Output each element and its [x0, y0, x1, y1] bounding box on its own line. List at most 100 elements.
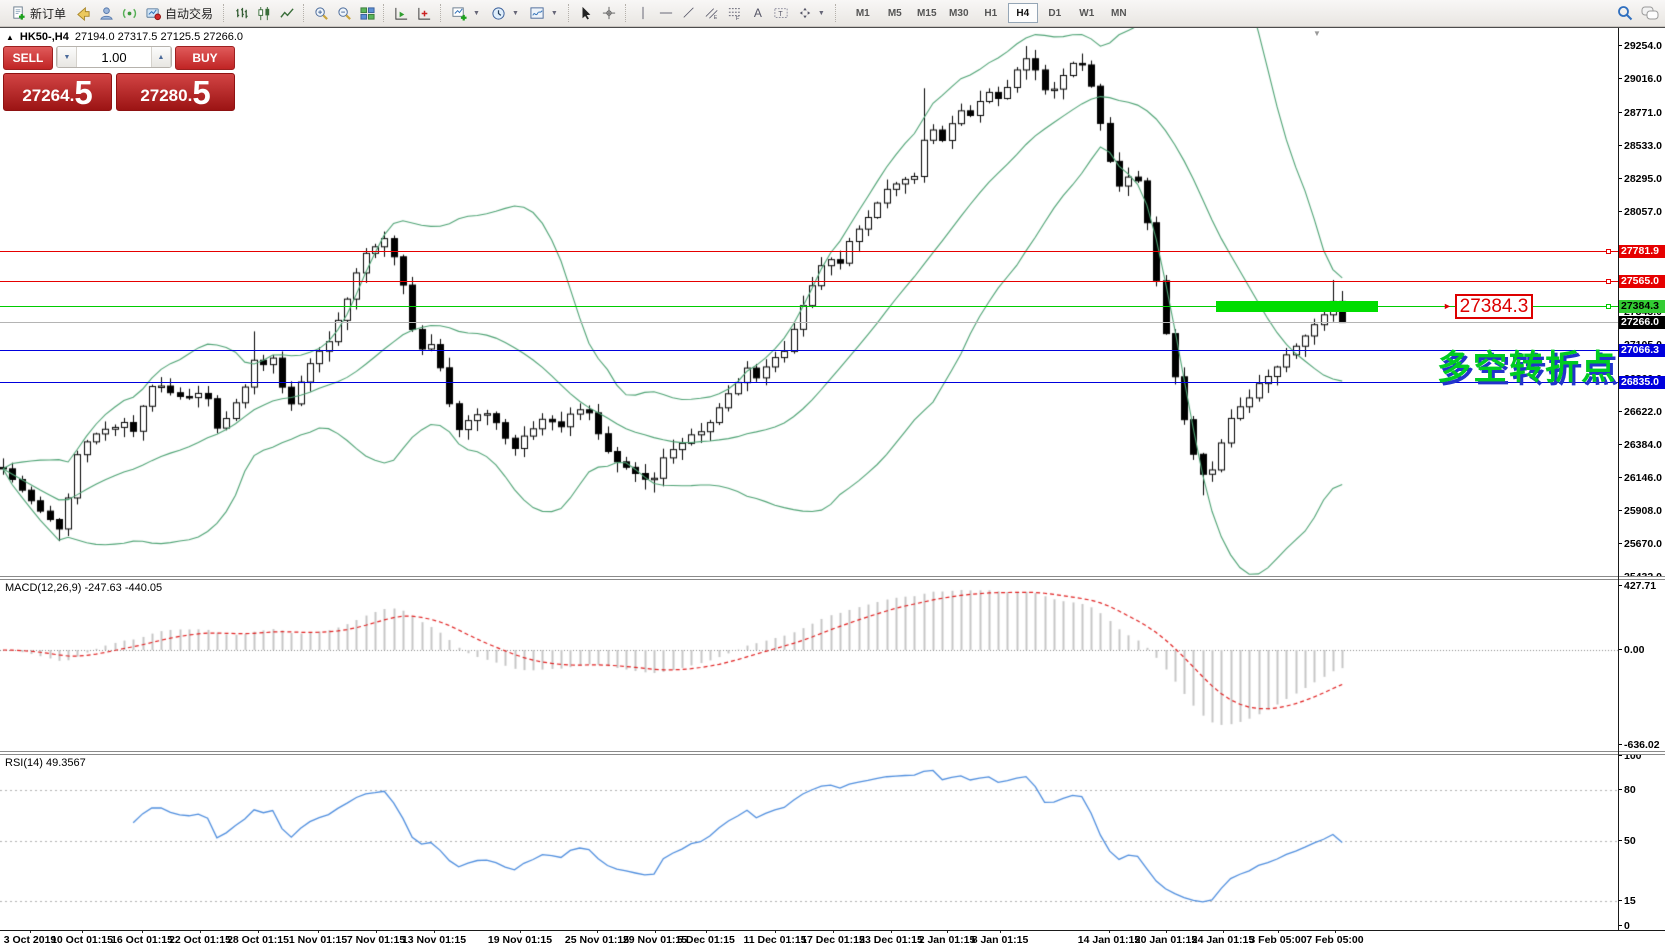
timeframe-button-MN[interactable]: MN	[1111, 7, 1127, 19]
timeframe-button-M30[interactable]: M30	[949, 7, 969, 19]
arrows-button[interactable]: ▼	[793, 2, 830, 24]
trendline-button[interactable]	[678, 2, 700, 24]
chart-shift-marker-icon[interactable]: ▼	[1313, 29, 1321, 38]
equidistant-channel-button[interactable]: E	[701, 2, 723, 24]
volume-field[interactable]: 1.00	[101, 49, 127, 65]
macd-panel[interactable]	[0, 580, 1618, 750]
price-axis-tick: 27343.0	[1618, 306, 1662, 318]
toolbar-separator	[303, 4, 305, 22]
text-label-button[interactable]: T	[770, 2, 792, 24]
buy-price-panel[interactable]: 27280. 5	[116, 73, 235, 111]
buy-button[interactable]: BUY	[175, 46, 235, 70]
timeframe-button-H4[interactable]: H4	[1007, 3, 1038, 23]
time-axis-label: 11 Dec 01:15	[743, 934, 807, 946]
auto-scroll-icon	[394, 7, 407, 20]
line-chart-icon	[279, 7, 294, 18]
timeframe-button-H1[interactable]: H1	[984, 7, 998, 19]
zoom-out-button[interactable]	[333, 2, 355, 24]
time-axis-label: 3 Feb 05:00	[1249, 934, 1307, 946]
sell-price-panel[interactable]: 27264. 5	[3, 73, 112, 111]
macd-indicator-label: MACD(12,26,9) -247.63 -440.05	[5, 582, 163, 594]
price-axis-tick: 26146.0	[1618, 472, 1662, 484]
toolbar-separator	[223, 4, 225, 22]
new-order-button[interactable]: 新订单	[6, 2, 71, 24]
price-axis-tick: 28295.0	[1618, 173, 1662, 185]
autotrade-button[interactable]: 自动交易	[141, 2, 218, 24]
search-icon[interactable]	[1617, 5, 1633, 21]
time-axis-label: 17 Dec 01:15	[801, 934, 865, 946]
signals-button[interactable]	[118, 2, 140, 24]
volume-decrease-button[interactable]: ▼	[57, 47, 77, 67]
text-label-icon: T	[774, 8, 788, 18]
auto-scroll-button[interactable]	[390, 2, 412, 24]
cursor-button[interactable]	[575, 2, 597, 24]
chart-window-border	[0, 27, 1665, 28]
time-axis-label: 7 Nov 01:15	[346, 934, 406, 946]
rsi-axis-label: 80	[1618, 784, 1636, 796]
periods-button[interactable]: ▼	[486, 2, 524, 24]
zoom-in-icon	[314, 6, 328, 20]
new-order-icon	[13, 5, 25, 20]
panel-divider[interactable]	[0, 576, 1665, 580]
timeframe-button-M15[interactable]: M15	[917, 7, 937, 19]
tile-windows-button[interactable]	[356, 2, 378, 24]
indicators-button[interactable]: ▼	[447, 2, 485, 24]
time-axis-label: 23 Dec 01:15	[859, 934, 923, 946]
tile-windows-icon	[360, 6, 375, 20]
rsi-indicator-label: RSI(14) 49.3567	[5, 757, 86, 769]
timeframe-button-D1[interactable]: D1	[1048, 7, 1062, 19]
price-line-badge: 27565.0	[1619, 275, 1665, 288]
text-button[interactable]: A	[747, 2, 769, 24]
cursor-icon	[582, 6, 591, 20]
vertical-line-button[interactable]	[632, 2, 654, 24]
rsi-panel[interactable]	[0, 755, 1618, 929]
rsi-axis-label: 15	[1618, 895, 1636, 907]
trendline-icon	[683, 7, 694, 18]
chart-shift-button[interactable]	[413, 2, 435, 24]
timeframe-button-W1[interactable]: W1	[1079, 7, 1095, 19]
time-axis-label: 10 Oct 01:15	[51, 934, 113, 946]
time-axis-label: 13 Nov 01:15	[401, 934, 467, 946]
panel-divider[interactable]	[0, 751, 1665, 755]
indicators-icon	[452, 6, 467, 21]
price-axis-tick: 26384.0	[1618, 439, 1662, 451]
svg-text:F: F	[736, 16, 740, 20]
yellow-arrow-icon	[76, 6, 90, 21]
time-axis-label: 1 Nov 01:15	[288, 934, 348, 946]
candlestick-chart-button[interactable]	[253, 2, 275, 24]
svg-text:T: T	[778, 11, 783, 18]
text-icon: A	[753, 6, 762, 20]
chat-icon[interactable]	[1641, 6, 1659, 21]
sell-button[interactable]: SELL	[3, 46, 53, 70]
timeframe-button-M5[interactable]: M5	[887, 7, 902, 19]
time-axis-label: 3 Oct 2019	[3, 934, 57, 946]
chevron-down-icon: ▼	[473, 9, 480, 17]
price-axis-tick: 28533.0	[1618, 140, 1662, 152]
bar-chart-button[interactable]	[230, 2, 252, 24]
zoom-in-button[interactable]	[310, 2, 332, 24]
profiles-button[interactable]	[95, 2, 117, 24]
fibonacci-icon: F	[728, 8, 741, 20]
timeframe-button-M1[interactable]: M1	[855, 7, 870, 19]
line-chart-button[interactable]	[276, 2, 298, 24]
time-axis-label: 19 Nov 01:15	[487, 934, 553, 946]
price-line-badge: 27781.9	[1619, 245, 1665, 258]
chevron-down-icon: ▼	[63, 53, 71, 61]
crosshair-button[interactable]	[598, 2, 620, 24]
volume-increase-button[interactable]: ▲	[151, 47, 171, 67]
macd-axis-label: 0.00	[1618, 644, 1644, 656]
autotrade-label: 自动交易	[165, 6, 214, 21]
profile-icon	[99, 6, 113, 20]
horizontal-line-button[interactable]	[655, 2, 677, 24]
templates-menu-button[interactable]: ▼	[525, 2, 563, 24]
template-button[interactable]	[72, 2, 94, 24]
time-axis-label: 24 Jan 01:15	[1191, 934, 1255, 946]
time-axis-label: 14 Jan 01:15	[1077, 934, 1141, 946]
timeframe-toolbar: M1 M5 M15 M30 H1 H4 D1 W1 MN	[848, 3, 1134, 23]
main-price-chart[interactable]	[0, 28, 1618, 577]
collapse-icon[interactable]: ▲	[6, 32, 14, 42]
fibonacci-button[interactable]: F	[724, 2, 746, 24]
signal-icon	[122, 8, 136, 18]
zoom-out-icon	[337, 6, 351, 20]
buy-price: 27280.	[140, 86, 193, 105]
